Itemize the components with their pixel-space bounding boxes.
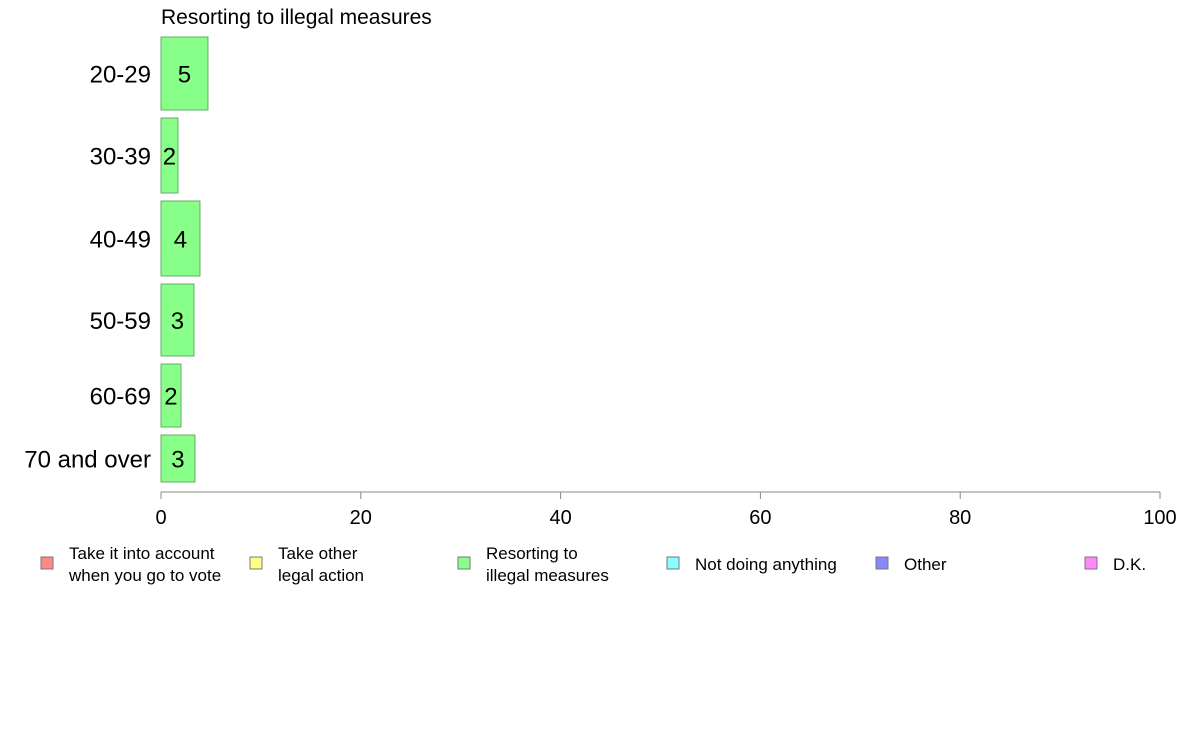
x-tick-label: 80 [949,507,971,529]
legend-label: Not doing anything [695,555,837,574]
bar-40-49 [160,200,201,277]
category-label: 30-39 [90,144,151,171]
category-label: 40-49 [90,227,151,254]
legend-swatch [666,556,680,570]
category-label: 20-29 [90,62,151,89]
legend-swatch [457,556,471,570]
legend-label: Other [904,555,947,574]
chart-title: Resorting to illegal measures [161,6,432,29]
legend-swatch [40,556,54,570]
category-label: 70 and over [24,447,151,474]
legend-swatch [249,556,263,570]
bar-50-59 [160,283,195,357]
legend-swatch [875,556,889,570]
value-label: 2 [163,144,176,171]
bar-70-and-over [160,434,196,483]
value-label: 2 [164,384,177,411]
bars-group: 5 20-29 2 30-39 4 40-49 3 50-59 2 60-69 3 70 and ov… [24,36,209,483]
x-tick-label: 100 [1143,507,1176,529]
x-axis: 0 20 40 60 80 100 [155,491,1177,529]
category-label: 50-59 [90,308,151,335]
legend-swatch [1084,556,1098,570]
value-label: 5 [178,62,191,89]
x-tick-label: 40 [549,507,571,529]
value-label: 3 [171,447,184,474]
legend-label: Take other legal action [278,544,364,585]
legend-label: Resorting to illegal measures [486,544,609,585]
x-tick-label: 60 [749,507,771,529]
x-tick-label: 20 [350,507,372,529]
x-tick-label: 0 [155,507,166,529]
value-label: 4 [174,227,187,254]
category-label: 60-69 [90,384,151,411]
legend-label: D.K. [1113,555,1146,574]
bar-60-69 [160,363,182,428]
legend: Take it into account when you go to vote T… [40,544,1146,585]
legend-label: Take it into account when you go to vote [68,544,221,585]
bar-30-39 [160,117,179,194]
bar-20-29 [160,36,209,111]
value-label: 3 [171,308,184,335]
